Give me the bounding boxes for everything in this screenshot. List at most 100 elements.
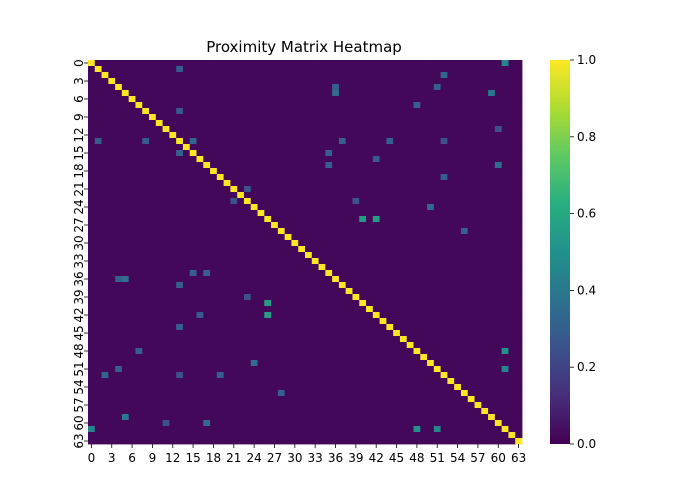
heatmap-cell [121,342,130,349]
heatmap-cell [366,270,374,277]
heatmap-cell [515,372,523,379]
heatmap-cell [237,90,245,97]
heatmap-cell [277,306,286,313]
heatmap-cell [88,60,96,67]
heatmap-cell [413,156,421,163]
heatmap-cell [386,318,394,325]
heatmap-cell [291,306,299,313]
heatmap-cell [474,258,482,265]
heatmap-cell [88,282,96,289]
heatmap-cell [196,252,204,259]
heatmap-cell [176,432,184,439]
heatmap-cell [142,102,150,109]
heatmap-cell [379,276,387,283]
heatmap-cell [338,408,347,415]
heatmap-cell [121,186,130,193]
heatmap-cell [162,366,170,373]
heatmap-cell [332,102,340,109]
heatmap-cell [508,114,516,121]
heatmap-cell [230,426,238,433]
heatmap-cell [413,294,421,301]
heatmap-cell [379,354,387,361]
heatmap-cell [162,150,170,157]
heatmap-cell [501,330,509,337]
heatmap-cell [169,192,177,199]
heatmap-cell [359,246,367,253]
heatmap-cell [494,156,503,163]
heatmap-cell [237,288,245,295]
heatmap-cell [325,258,333,265]
heatmap-cell [149,288,157,295]
heatmap-cell [318,408,326,415]
heatmap-cell [203,150,211,157]
heatmap-cell [515,210,523,217]
heatmap-cell [196,426,204,433]
heatmap-cell [508,162,516,169]
heatmap-cell [223,306,231,313]
heatmap-cell [366,282,374,289]
heatmap-cell [305,132,313,139]
heatmap-cell [94,264,102,271]
heatmap-cell [223,264,231,271]
heatmap-cell [108,180,116,187]
heatmap-cell [311,60,319,67]
heatmap-cell [230,312,238,319]
heatmap-cell [237,96,245,103]
heatmap-cell [494,102,503,109]
heatmap-cell [399,132,408,139]
heatmap-cell [189,198,197,205]
heatmap-cell [216,348,225,355]
heatmap-cell [467,336,475,343]
heatmap-cell [115,78,123,85]
heatmap-cell [189,258,197,265]
heatmap-cell [291,426,299,433]
heatmap-cell [332,324,340,331]
heatmap-cell [277,114,286,121]
heatmap-cell [393,66,401,73]
heatmap-cell [508,246,516,253]
heatmap-cell [230,90,238,97]
heatmap-cell [359,174,367,181]
heatmap-cell [108,330,116,337]
heatmap-cell [237,402,245,409]
heatmap-cell [386,150,394,157]
heatmap-cell [243,66,252,73]
heatmap-cell [88,366,96,373]
heatmap-cell [366,228,374,235]
heatmap-cell [88,384,96,391]
heatmap-cell [271,252,279,259]
heatmap-cell [88,276,96,283]
heatmap-cell [196,186,204,193]
heatmap-cell [142,162,150,169]
heatmap-cell [460,306,469,313]
heatmap-cell [359,228,367,235]
heatmap-cell [203,204,211,211]
heatmap-cell [298,186,306,193]
heatmap-cell [115,288,123,295]
heatmap-cell [250,258,258,265]
heatmap-cell [359,438,367,445]
heatmap-cell [142,126,150,133]
heatmap-cell [406,336,414,343]
heatmap-cell [366,186,374,193]
heatmap-cell [88,156,96,163]
heatmap-cell [433,264,442,271]
x-tick-label: 51 [430,451,445,465]
heatmap-cell [271,84,279,91]
heatmap-cell [494,216,503,223]
heatmap-cell [488,366,496,373]
heatmap-cell [250,378,258,385]
heatmap-cell [162,114,170,121]
heatmap-cell [298,192,306,199]
heatmap-cell [176,252,184,259]
heatmap-cell [94,270,102,277]
heatmap-cell [230,330,238,337]
heatmap-cell [243,426,252,433]
heatmap-cell [467,330,475,337]
heatmap-cell [515,102,523,109]
heatmap-cell [399,270,408,277]
heatmap-cell [149,108,157,115]
heatmap-cell [243,204,252,211]
heatmap-cell [494,324,503,331]
heatmap-cell [189,294,197,301]
